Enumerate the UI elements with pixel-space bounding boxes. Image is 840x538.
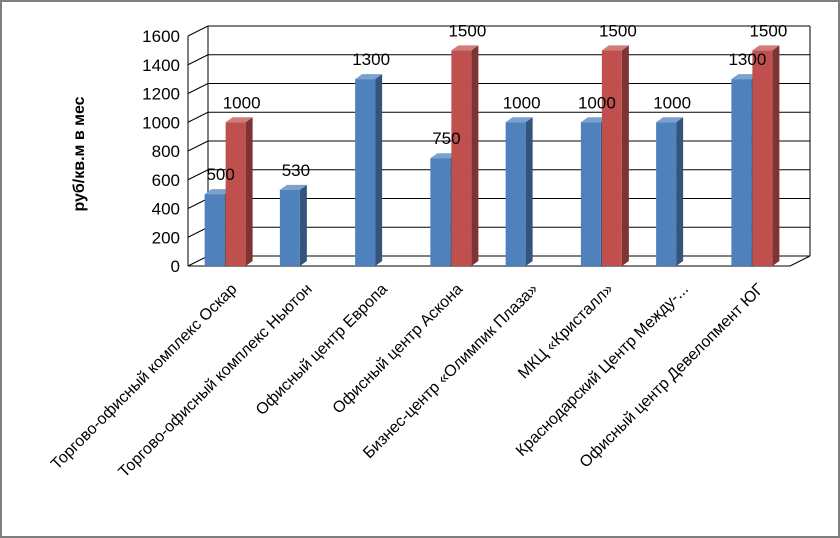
bar-side	[471, 45, 479, 266]
data-label: 1000	[578, 93, 616, 112]
bar-top	[731, 74, 759, 80]
bar-side	[375, 74, 383, 266]
bar-side	[245, 117, 253, 266]
bar-front	[451, 50, 472, 266]
gridline-side	[187, 83, 209, 94]
data-label: 1000	[653, 93, 691, 112]
bar-red	[601, 45, 629, 266]
bar-front	[656, 122, 677, 266]
data-label: 1500	[749, 21, 787, 40]
y-tick-label: 600	[152, 171, 180, 190]
bar-blue	[505, 117, 533, 266]
bar-red	[752, 45, 780, 266]
y-tick-label: 200	[152, 228, 180, 247]
y-tick-label: 0	[171, 257, 180, 276]
bar-front	[731, 79, 752, 266]
gridline-side	[187, 54, 209, 66]
data-label: 1500	[599, 21, 637, 40]
bar-side	[299, 184, 307, 266]
bar-side	[676, 117, 684, 266]
y-tick-label: 1600	[142, 27, 180, 46]
bar-front	[355, 79, 376, 266]
y-tick-label: 1200	[142, 85, 180, 104]
y-tick-label: 400	[152, 200, 180, 219]
category-label: Офисный центр Европа	[253, 281, 391, 419]
gridline-side	[187, 25, 209, 37]
data-label: 1300	[352, 50, 390, 69]
bar-top	[204, 189, 232, 195]
bar-blue	[279, 184, 307, 266]
bar-top	[601, 45, 629, 51]
bar-front	[601, 50, 622, 266]
bar-red	[225, 117, 253, 266]
bar-blue	[355, 74, 383, 266]
bar-top	[355, 74, 383, 80]
bar-side	[772, 45, 780, 266]
y-tick-label: 1400	[142, 56, 180, 75]
bar-front	[505, 122, 526, 266]
data-label: 1500	[448, 21, 486, 40]
bar-top	[451, 45, 479, 51]
y-tick-label: 800	[152, 142, 180, 161]
bar-top	[580, 117, 608, 123]
gridline-side	[187, 111, 209, 123]
bar-red	[451, 45, 479, 266]
bar-side	[621, 45, 629, 266]
data-label: 1300	[728, 50, 766, 69]
data-label: 1000	[503, 93, 541, 112]
category-label: Офисный центр Аскона	[330, 281, 467, 418]
gridline-side	[187, 140, 209, 152]
data-label: 1000	[223, 93, 261, 112]
bars-layer	[204, 45, 780, 266]
bar-front	[430, 158, 451, 266]
bar-top	[505, 117, 533, 123]
data-label: 500	[206, 165, 234, 184]
bar-top	[279, 184, 307, 190]
bar-front	[279, 189, 300, 266]
bar-side	[525, 117, 533, 266]
gridline-side	[187, 169, 209, 181]
bar-top	[656, 117, 684, 123]
data-label: 530	[282, 161, 310, 180]
bar-top	[430, 153, 458, 159]
bar-top	[225, 117, 253, 123]
bar-front	[752, 50, 773, 266]
bar-front	[204, 194, 225, 266]
bar-front	[580, 122, 601, 266]
y-axis-title: руб/кв.м в мес	[71, 96, 88, 211]
data-label: 750	[432, 129, 460, 148]
bar-front	[225, 122, 246, 266]
bar-top	[752, 45, 780, 51]
floor-right-edge	[789, 255, 811, 267]
y-tick-label: 1000	[142, 113, 180, 132]
bar-blue	[656, 117, 684, 266]
